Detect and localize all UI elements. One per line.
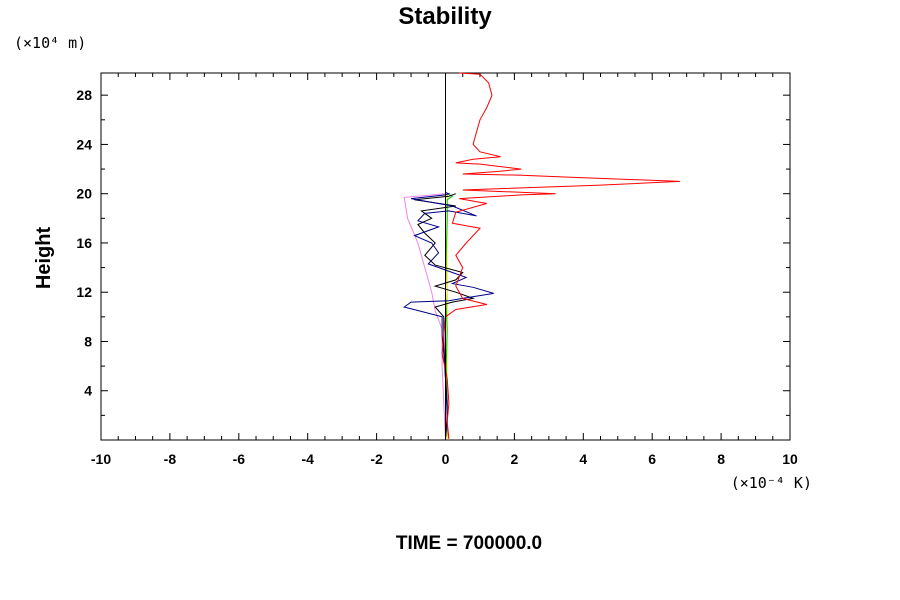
chart-title: Stability <box>398 3 492 30</box>
y-tick-label: 8 <box>84 333 92 349</box>
x-tick-label: 6 <box>648 451 656 467</box>
y-tick-label: 16 <box>76 235 92 251</box>
x-tick-label: -2 <box>370 451 383 467</box>
x-tick-label: -10 <box>91 451 111 467</box>
y-tick-label: 12 <box>76 284 92 300</box>
x-tick-label: 0 <box>442 451 450 467</box>
x-tick-label: 8 <box>717 451 725 467</box>
y-axis-title: Height <box>33 227 55 290</box>
y-tick-label: 28 <box>76 87 92 103</box>
x-tick-label: -8 <box>164 451 177 467</box>
x-tick-label: 4 <box>579 451 587 467</box>
x-unit-label: (×10⁻⁴ K) <box>731 474 812 492</box>
y-axis: 4 8 12 16 20 24 28 <box>76 87 790 416</box>
x-tick-label: 10 <box>782 451 798 467</box>
series-line <box>403 192 494 439</box>
series-line <box>403 193 446 439</box>
series-line <box>441 72 680 439</box>
y-tick-label: 4 <box>84 383 92 399</box>
y-tick-label: 20 <box>76 186 92 202</box>
x-tick-label: -4 <box>301 451 314 467</box>
y-tick-label: 24 <box>76 136 92 152</box>
series-line <box>414 193 476 439</box>
x-tick-label: -6 <box>233 451 246 467</box>
x-tick-label: 2 <box>511 451 519 467</box>
time-label: TIME = 700000.0 <box>396 533 542 554</box>
series-layer <box>403 72 680 440</box>
y-unit-label: (×10⁴ m) <box>14 34 86 52</box>
